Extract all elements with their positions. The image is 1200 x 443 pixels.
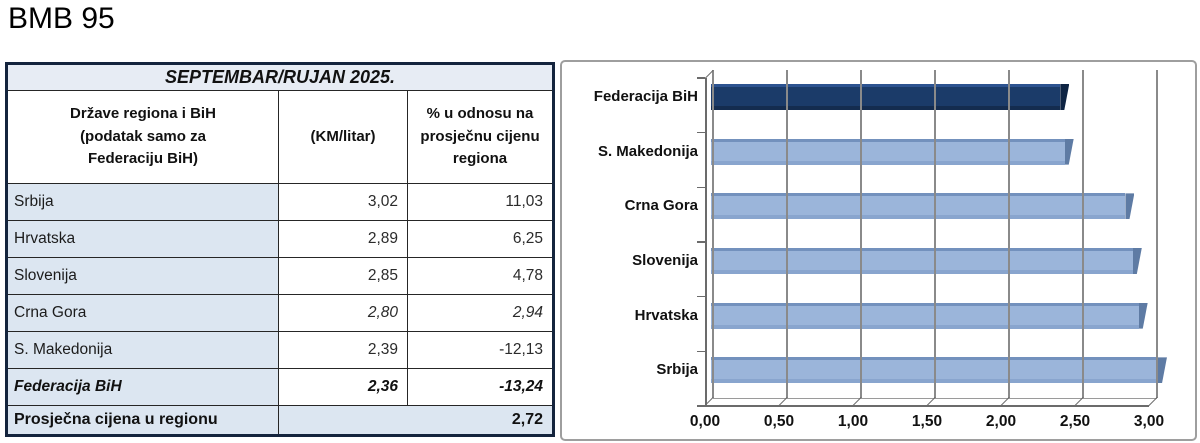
table-title-row: SEPTEMBAR/RUJAN 2025. xyxy=(5,63,555,91)
price-cell: 2,36 xyxy=(278,368,408,406)
bar-end-cap xyxy=(1132,248,1142,274)
table-header-row: Države regiona i BiH (podatak samo za Fe… xyxy=(6,90,555,184)
floor-back-line xyxy=(713,397,1157,399)
x-axis-tick-label: 2,50 xyxy=(1059,413,1091,430)
footer-value-cell: 2,72 xyxy=(277,405,555,436)
bar xyxy=(711,302,1148,329)
column-header-line: Federaciju BiH) xyxy=(87,150,199,168)
floor-front-line xyxy=(705,405,1149,407)
price-cell: 2,89 xyxy=(278,220,408,258)
category-label: Slovenija xyxy=(632,252,698,269)
gridline xyxy=(860,70,862,398)
country-cell: Srbija xyxy=(6,183,279,221)
gridline xyxy=(712,70,714,398)
gridline xyxy=(786,70,788,398)
price-cell: 3,02 xyxy=(278,183,408,221)
table-row: S. Makedonija 2,39 -12,13 xyxy=(6,331,555,369)
table-row: Crna Gora 2,80 2,94 xyxy=(6,294,555,332)
percent-cell: 6,25 xyxy=(406,220,555,258)
table-row: Srbija 3,02 11,03 xyxy=(6,183,555,221)
price-table: SEPTEMBAR/RUJAN 2025. Države regiona i B… xyxy=(5,62,556,437)
country-cell: Hrvatska xyxy=(6,220,279,258)
category-label: Hrvatska xyxy=(634,306,698,324)
page-title: BMB 95 xyxy=(8,2,115,35)
category-axis-line xyxy=(704,78,707,406)
bar xyxy=(711,84,1070,110)
bar-end-cap xyxy=(1064,138,1074,165)
percent-cell: 11,03 xyxy=(406,183,555,221)
x-axis-tick-label: 3,00 xyxy=(1133,413,1165,430)
gridline xyxy=(1008,70,1010,398)
column-header-percent: % u odnosu na prosječnu cijenu regiona xyxy=(406,90,555,184)
x-axis-tick-label: 2,00 xyxy=(985,413,1017,430)
bar xyxy=(711,248,1142,274)
category-axis-tick xyxy=(697,405,705,407)
column-header-line: prosječnu cijenu xyxy=(420,127,540,145)
percent-cell: 4,78 xyxy=(406,257,555,295)
column-header-unit: (KM/litar) xyxy=(278,90,408,184)
percent-cell: -12,13 xyxy=(406,331,555,369)
bar-end-cap xyxy=(1060,84,1070,110)
footer-label-cell: Prosječna cijena u regionu xyxy=(6,405,279,436)
percent-cell: 2,94 xyxy=(406,294,555,332)
table-footer-row: Prosječna cijena u regionu 2,72 xyxy=(6,405,555,436)
category-axis-tick xyxy=(697,350,705,353)
plot-area: Federacija BiH S. Makedonija Crna Gora S… xyxy=(562,62,1195,439)
price-cell: 2,80 xyxy=(278,294,408,332)
x-axis-tick-label: 1,00 xyxy=(837,413,869,430)
x-axis-tick-label: 0,00 xyxy=(689,413,721,430)
table-title: SEPTEMBAR/RUJAN 2025. xyxy=(5,63,555,91)
bar xyxy=(711,138,1074,165)
column-header-line: (podatak samo za xyxy=(80,127,206,145)
bar xyxy=(711,193,1135,220)
country-cell: Federacija BiH xyxy=(6,368,279,406)
gridline xyxy=(1156,70,1158,398)
bar-end-cap xyxy=(1157,357,1167,384)
x-axis-tick-label: 1,50 xyxy=(911,413,943,430)
bar-chart-panel: Federacija BiH S. Makedonija Crna Gora S… xyxy=(560,60,1197,441)
column-header-line: Države regiona i BiH xyxy=(70,105,216,123)
gridline xyxy=(934,70,936,398)
column-header-line: % u odnosu na xyxy=(426,105,534,123)
bar-end-cap xyxy=(1125,193,1135,220)
x-axis-tick-label: 0,50 xyxy=(763,413,795,430)
table-row: Federacija BiH 2,36 -13,24 xyxy=(6,368,555,406)
table-row: Hrvatska 2,89 6,25 xyxy=(6,220,555,258)
bar-end-cap xyxy=(1138,302,1148,329)
gridline xyxy=(1082,70,1084,398)
category-axis-tick xyxy=(697,241,705,243)
price-cell: 2,85 xyxy=(278,257,408,295)
category-label: Srbija xyxy=(656,361,698,379)
country-cell: Slovenija xyxy=(6,257,279,295)
price-cell: 2,39 xyxy=(278,331,408,369)
category-label: Federacija BiH xyxy=(593,88,698,105)
table-row: Slovenija 2,85 4,78 xyxy=(6,257,555,295)
country-cell: S. Makedonija xyxy=(6,331,279,369)
category-axis-tick xyxy=(697,186,705,189)
percent-cell: -13,24 xyxy=(406,368,555,406)
category-label: S. Makedonija xyxy=(597,142,698,160)
category-axis-tick xyxy=(697,295,705,298)
country-cell: Crna Gora xyxy=(6,294,279,332)
category-axis-tick xyxy=(697,131,705,134)
column-header-line: regiona xyxy=(452,150,508,168)
category-axis-tick xyxy=(697,77,705,79)
category-label: Crna Gora xyxy=(624,197,698,215)
column-header-countries: Države regiona i BiH (podatak samo za Fe… xyxy=(6,90,279,184)
